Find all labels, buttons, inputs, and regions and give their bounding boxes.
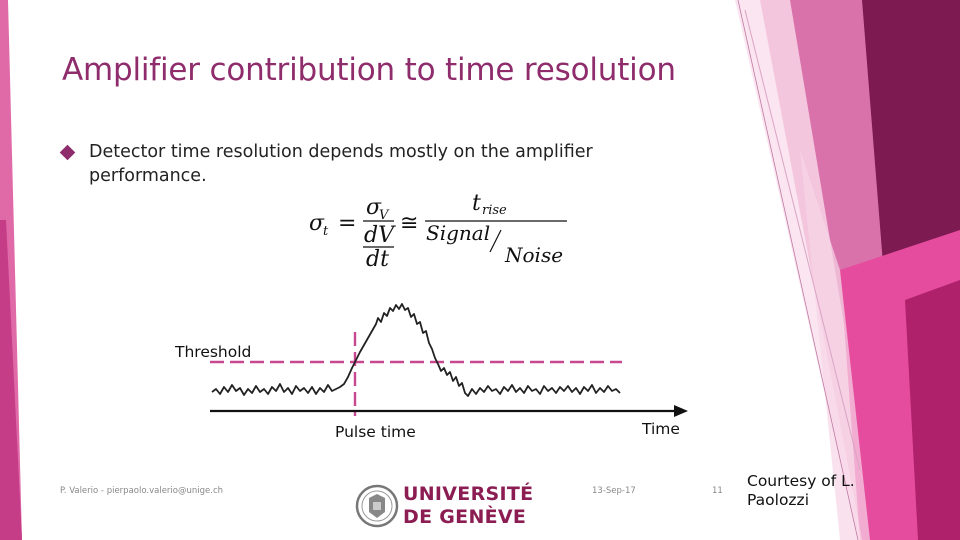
logo-line-2: DE GENÈVE <box>403 506 527 528</box>
left-accent-strip <box>0 0 22 540</box>
university-wordmark: UNIVERSITÉ DE GENÈVE <box>403 483 533 529</box>
footer-author: P. Valerio - pierpaolo.valerio@unige.ch <box>60 486 223 496</box>
university-seal-icon <box>355 484 399 528</box>
pulse-time-label: Pulse time <box>335 423 416 441</box>
facet-pale-sliver <box>800 150 870 540</box>
time-axis-arrow-icon <box>674 405 688 417</box>
facet-line <box>744 9 861 471</box>
threshold-label: Threshold <box>175 343 252 361</box>
university-logo: UNIVERSITÉ DE GENÈVE <box>355 483 533 529</box>
signal-trace <box>211 303 621 397</box>
slide-title: Amplifier contribution to time resolutio… <box>62 52 676 88</box>
facet-dark-magenta <box>905 280 960 540</box>
footer-date: 13-Sep-17 <box>592 486 636 496</box>
time-axis-label: Time <box>642 420 680 438</box>
logo-line-1: UNIVERSITÉ <box>403 483 534 505</box>
facet-line <box>737 0 859 540</box>
bullet-text: Detector time resolution depends mostly … <box>89 142 593 186</box>
courtesy-note: Courtesy of L. Paolozzi <box>747 472 855 509</box>
slide-number: 11 <box>712 486 723 496</box>
